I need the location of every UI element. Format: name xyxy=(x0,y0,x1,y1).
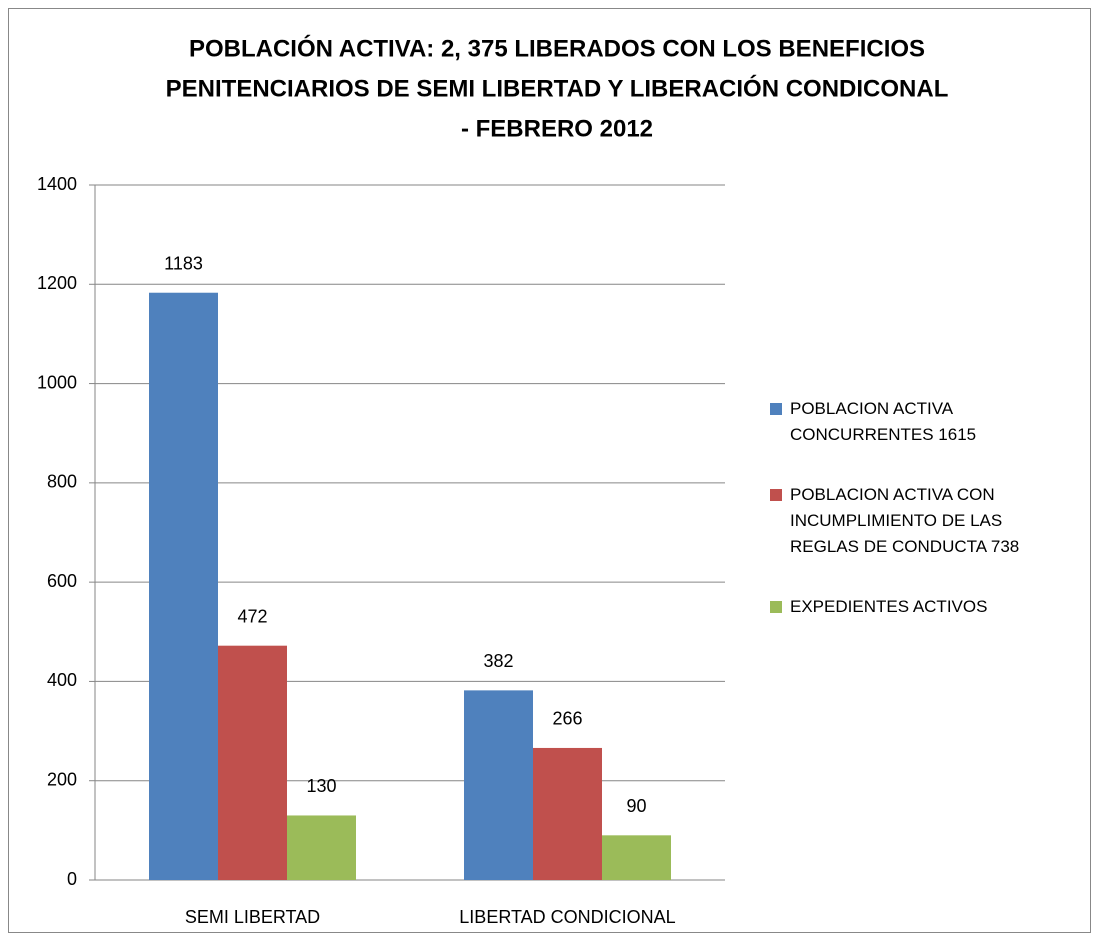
data-label: 130 xyxy=(306,776,336,796)
data-label: 1183 xyxy=(164,253,203,273)
data-label: 382 xyxy=(483,651,513,671)
data-label: 90 xyxy=(626,796,646,816)
legend-swatch xyxy=(770,403,782,415)
bar xyxy=(602,835,671,880)
y-tick-label: 1000 xyxy=(37,372,77,392)
y-tick-label: 1400 xyxy=(37,174,77,194)
bar xyxy=(287,815,356,880)
bar xyxy=(149,292,218,881)
chart-title: - FEBRERO 2012 xyxy=(461,115,653,142)
legend-item: POBLACION ACTIVA CON INCUMPLIMIENTO DE L… xyxy=(770,482,1070,560)
y-tick-label: 800 xyxy=(47,472,77,492)
chart-border xyxy=(8,8,1091,933)
legend-label: EXPEDIENTES ACTIVOS xyxy=(790,597,988,616)
data-label: 266 xyxy=(552,709,582,729)
bar xyxy=(464,690,533,880)
y-tick-label: 0 xyxy=(67,869,77,889)
x-tick-label: SEMI LIBERTAD xyxy=(185,907,320,927)
data-label: 472 xyxy=(237,606,267,626)
y-tick-label: 600 xyxy=(47,571,77,591)
legend-swatch xyxy=(770,489,782,501)
legend-item: EXPEDIENTES ACTIVOS xyxy=(770,594,1070,620)
chart-title: POBLACIÓN ACTIVA: 2, 375 LIBERADOS CON L… xyxy=(189,34,925,62)
legend-label: POBLACION ACTIVA CONCURRENTES 1615 xyxy=(790,399,977,444)
bar xyxy=(533,747,602,880)
y-tick-label: 200 xyxy=(47,769,77,789)
y-tick-label: 1200 xyxy=(37,273,77,293)
legend: POBLACION ACTIVA CONCURRENTES 1615 POBLAC… xyxy=(770,396,1070,620)
x-tick-label: LIBERTAD CONDICIONAL xyxy=(459,907,675,927)
y-tick-label: 400 xyxy=(47,670,77,690)
legend-item: POBLACION ACTIVA CONCURRENTES 1615 xyxy=(770,396,1070,448)
chart-title: PENITENCIARIOS DE SEMI LIBERTAD Y LIBERA… xyxy=(166,74,949,102)
bar xyxy=(218,645,287,880)
legend-label: POBLACION ACTIVA CON INCUMPLIMIENTO DE L… xyxy=(790,485,1020,556)
legend-swatch xyxy=(770,601,782,613)
